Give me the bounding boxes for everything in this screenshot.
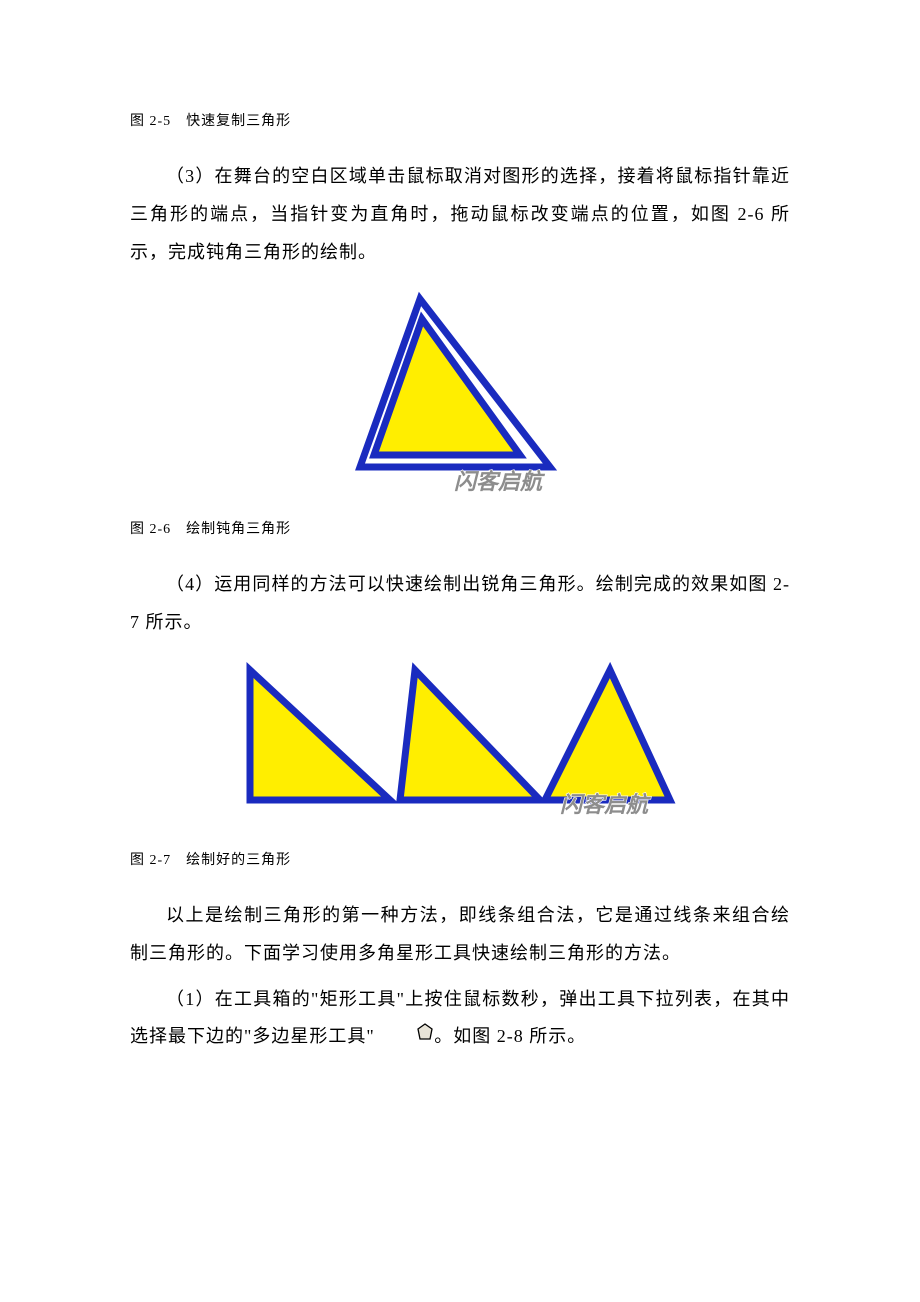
polygon-tool-icon (380, 1017, 434, 1055)
paragraph-6: （1）在工具箱的"矩形工具"上按住鼠标数秒，弹出工具下拉列表，在其中选择最下边的… (130, 981, 790, 1058)
svg-text:闪客启航: 闪客启航 (560, 792, 652, 817)
svg-text:闪客启航: 闪客启航 (454, 469, 546, 494)
figure-2-7: 闪客启航 (130, 660, 790, 835)
paragraph-4: （4）运用同样的方法可以快速绘制出锐角三角形。绘制完成的效果如图 2-7 所示。 (130, 566, 790, 642)
paragraph-5: 以上是绘制三角形的第一种方法，即线条组合法，它是通过线条来组合绘制三角形的。下面… (130, 897, 790, 973)
figure-2-6: 闪客启航 (130, 289, 790, 504)
paragraph-6b: 。如图 2-8 所示。 (434, 1026, 586, 1046)
document-page: 图 2-5 快速复制三角形 （3）在舞台的空白区域单击鼠标取消对图形的选择，接着… (0, 0, 920, 1302)
caption-fig25: 图 2-5 快速复制三角形 (130, 110, 790, 130)
caption-fig27: 图 2-7 绘制好的三角形 (130, 849, 790, 869)
figure-2-6-svg: 闪客启航 (350, 289, 570, 499)
caption-fig26: 图 2-6 绘制钝角三角形 (130, 518, 790, 538)
figure-2-7-svg: 闪客启航 (240, 660, 680, 830)
paragraph-3: （3）在舞台的空白区域单击鼠标取消对图形的选择，接着将鼠标指针靠近三角形的端点，… (130, 158, 790, 271)
